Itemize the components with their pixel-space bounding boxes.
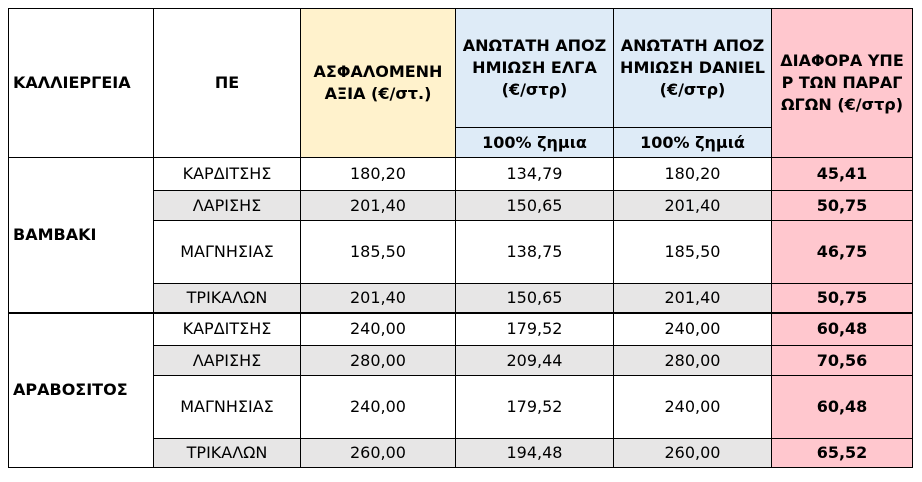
region-cell: ΤΡΙΚΑΛΩΝ xyxy=(153,283,301,313)
value-cell: 280,00 xyxy=(613,345,772,376)
table-row: ΒΑΜΒΑΚΙ ΚΑΡΔΙΤΣΗΣ 180,20 134,79 180,20 45,41 xyxy=(8,157,913,313)
value-cell: 60,48 xyxy=(771,375,913,439)
value-cell: 60,48 xyxy=(771,311,913,346)
value-cell: 180,20 xyxy=(613,157,772,191)
value-cell: 201,40 xyxy=(613,283,772,313)
table-row: ΑΡΑΒΟΣΙΤΟΣ ΚΑΡΔΙΤΣΗΣ 240,00 179,52 240,00 60,… xyxy=(8,311,913,468)
header-cell: ΔΙΑΦΟΡΑ ΥΠΕΡ ΤΩΝ ΠΑΡΑΓΩΓΩΝ (€/στρ) xyxy=(771,8,913,158)
value-cell: 150,65 xyxy=(455,190,614,221)
value-cell: 46,75 xyxy=(771,220,913,284)
value-cell: 179,52 xyxy=(455,311,614,346)
region-cell: ΜΑΓΝΗΣΙΑΣ xyxy=(153,375,301,439)
value-cell: 150,65 xyxy=(455,283,614,313)
value-cell: 50,75 xyxy=(771,283,913,313)
region-cell: ΛΑΡΙΣΗΣ xyxy=(153,345,301,376)
value-cell: 138,75 xyxy=(455,220,614,284)
header-cell: ΠΕ xyxy=(153,8,301,158)
value-cell: 240,00 xyxy=(300,375,456,439)
table-row: ΜΑΓΝΗΣΙΑΣ 240,00 179,52 240,00 60,48 xyxy=(9,375,913,439)
value-cell: 185,50 xyxy=(300,220,456,284)
value-cell: 180,20 xyxy=(300,157,456,191)
value-cell: 201,40 xyxy=(300,190,456,221)
region-cell: ΤΡΙΚΑΛΩΝ xyxy=(153,438,301,468)
value-cell: 260,00 xyxy=(613,438,772,468)
value-cell: 70,56 xyxy=(771,345,913,376)
table-row: ΛΑΡΙΣΗΣ 201,40 150,65 201,40 50,75 xyxy=(9,190,913,221)
table-row: ΛΑΡΙΣΗΣ 280,00 209,44 280,00 70,56 xyxy=(9,345,913,376)
crop-cell: ΒΑΜΒΑΚΙ xyxy=(8,157,154,313)
value-cell: 134,79 xyxy=(455,157,614,191)
region-cell: ΜΑΓΝΗΣΙΑΣ xyxy=(153,220,301,284)
value-cell: 194,48 xyxy=(455,438,614,468)
value-cell: 201,40 xyxy=(613,190,772,221)
value-cell: 260,00 xyxy=(300,438,456,468)
header-cell: ΑΣΦΑΛΟΜΕΝΗ ΑΞΙΑ (€/στ.) xyxy=(300,8,456,158)
table: ΚΑΛΛΙΕΡΓΕΙΑ ΠΕ ΑΣΦΑΛΟΜΕΝΗ ΑΞΙΑ (€/στ.) Α… xyxy=(8,8,913,468)
value-cell: 45,41 xyxy=(771,157,913,191)
value-cell: 240,00 xyxy=(613,375,772,439)
table-row: ΤΡΙΚΑΛΩΝ 201,40 150,65 201,40 50,75 xyxy=(9,283,913,313)
value-cell: 209,44 xyxy=(455,345,614,376)
value-cell: 65,52 xyxy=(771,438,913,468)
header-cell: ΚΑΛΛΙΕΡΓΕΙΑ xyxy=(8,8,154,158)
value-cell: 201,40 xyxy=(300,283,456,313)
header-cell: ΑΝΩΤΑΤΗ ΑΠΟΖΗΜΙΩΣΗ ΕΛΓΑ (€/στρ) xyxy=(455,8,614,128)
value-cell: 280,00 xyxy=(300,345,456,376)
region-cell: ΚΑΡΔΙΤΣΗΣ xyxy=(153,157,301,191)
value-cell: 179,52 xyxy=(455,375,614,439)
table-row: ΤΡΙΚΑΛΩΝ 260,00 194,48 260,00 65,52 xyxy=(9,438,913,468)
value-cell: 50,75 xyxy=(771,190,913,221)
value-cell: 240,00 xyxy=(300,311,456,346)
table-row: ΜΑΓΝΗΣΙΑΣ 185,50 138,75 185,50 46,75 xyxy=(9,220,913,284)
header-cell: ΑΝΩΤΑΤΗ ΑΠΟΖΗΜΙΩΣΗ DANIEL (€/στρ) xyxy=(613,8,772,128)
region-cell: ΚΑΡΔΙΤΣΗΣ xyxy=(153,311,301,346)
value-cell: 240,00 xyxy=(613,311,772,346)
table-body: ΒΑΜΒΑΚΙ ΚΑΡΔΙΤΣΗΣ 180,20 134,79 180,20 45,41 Λ… xyxy=(8,157,913,468)
value-cell: 185,50 xyxy=(613,220,772,284)
crop-cell: ΑΡΑΒΟΣΙΤΟΣ xyxy=(8,311,154,468)
header-cell: 100% ζημια xyxy=(455,127,614,158)
header-cell: 100% ζημιά xyxy=(613,127,772,158)
region-cell: ΛΑΡΙΣΗΣ xyxy=(153,190,301,221)
